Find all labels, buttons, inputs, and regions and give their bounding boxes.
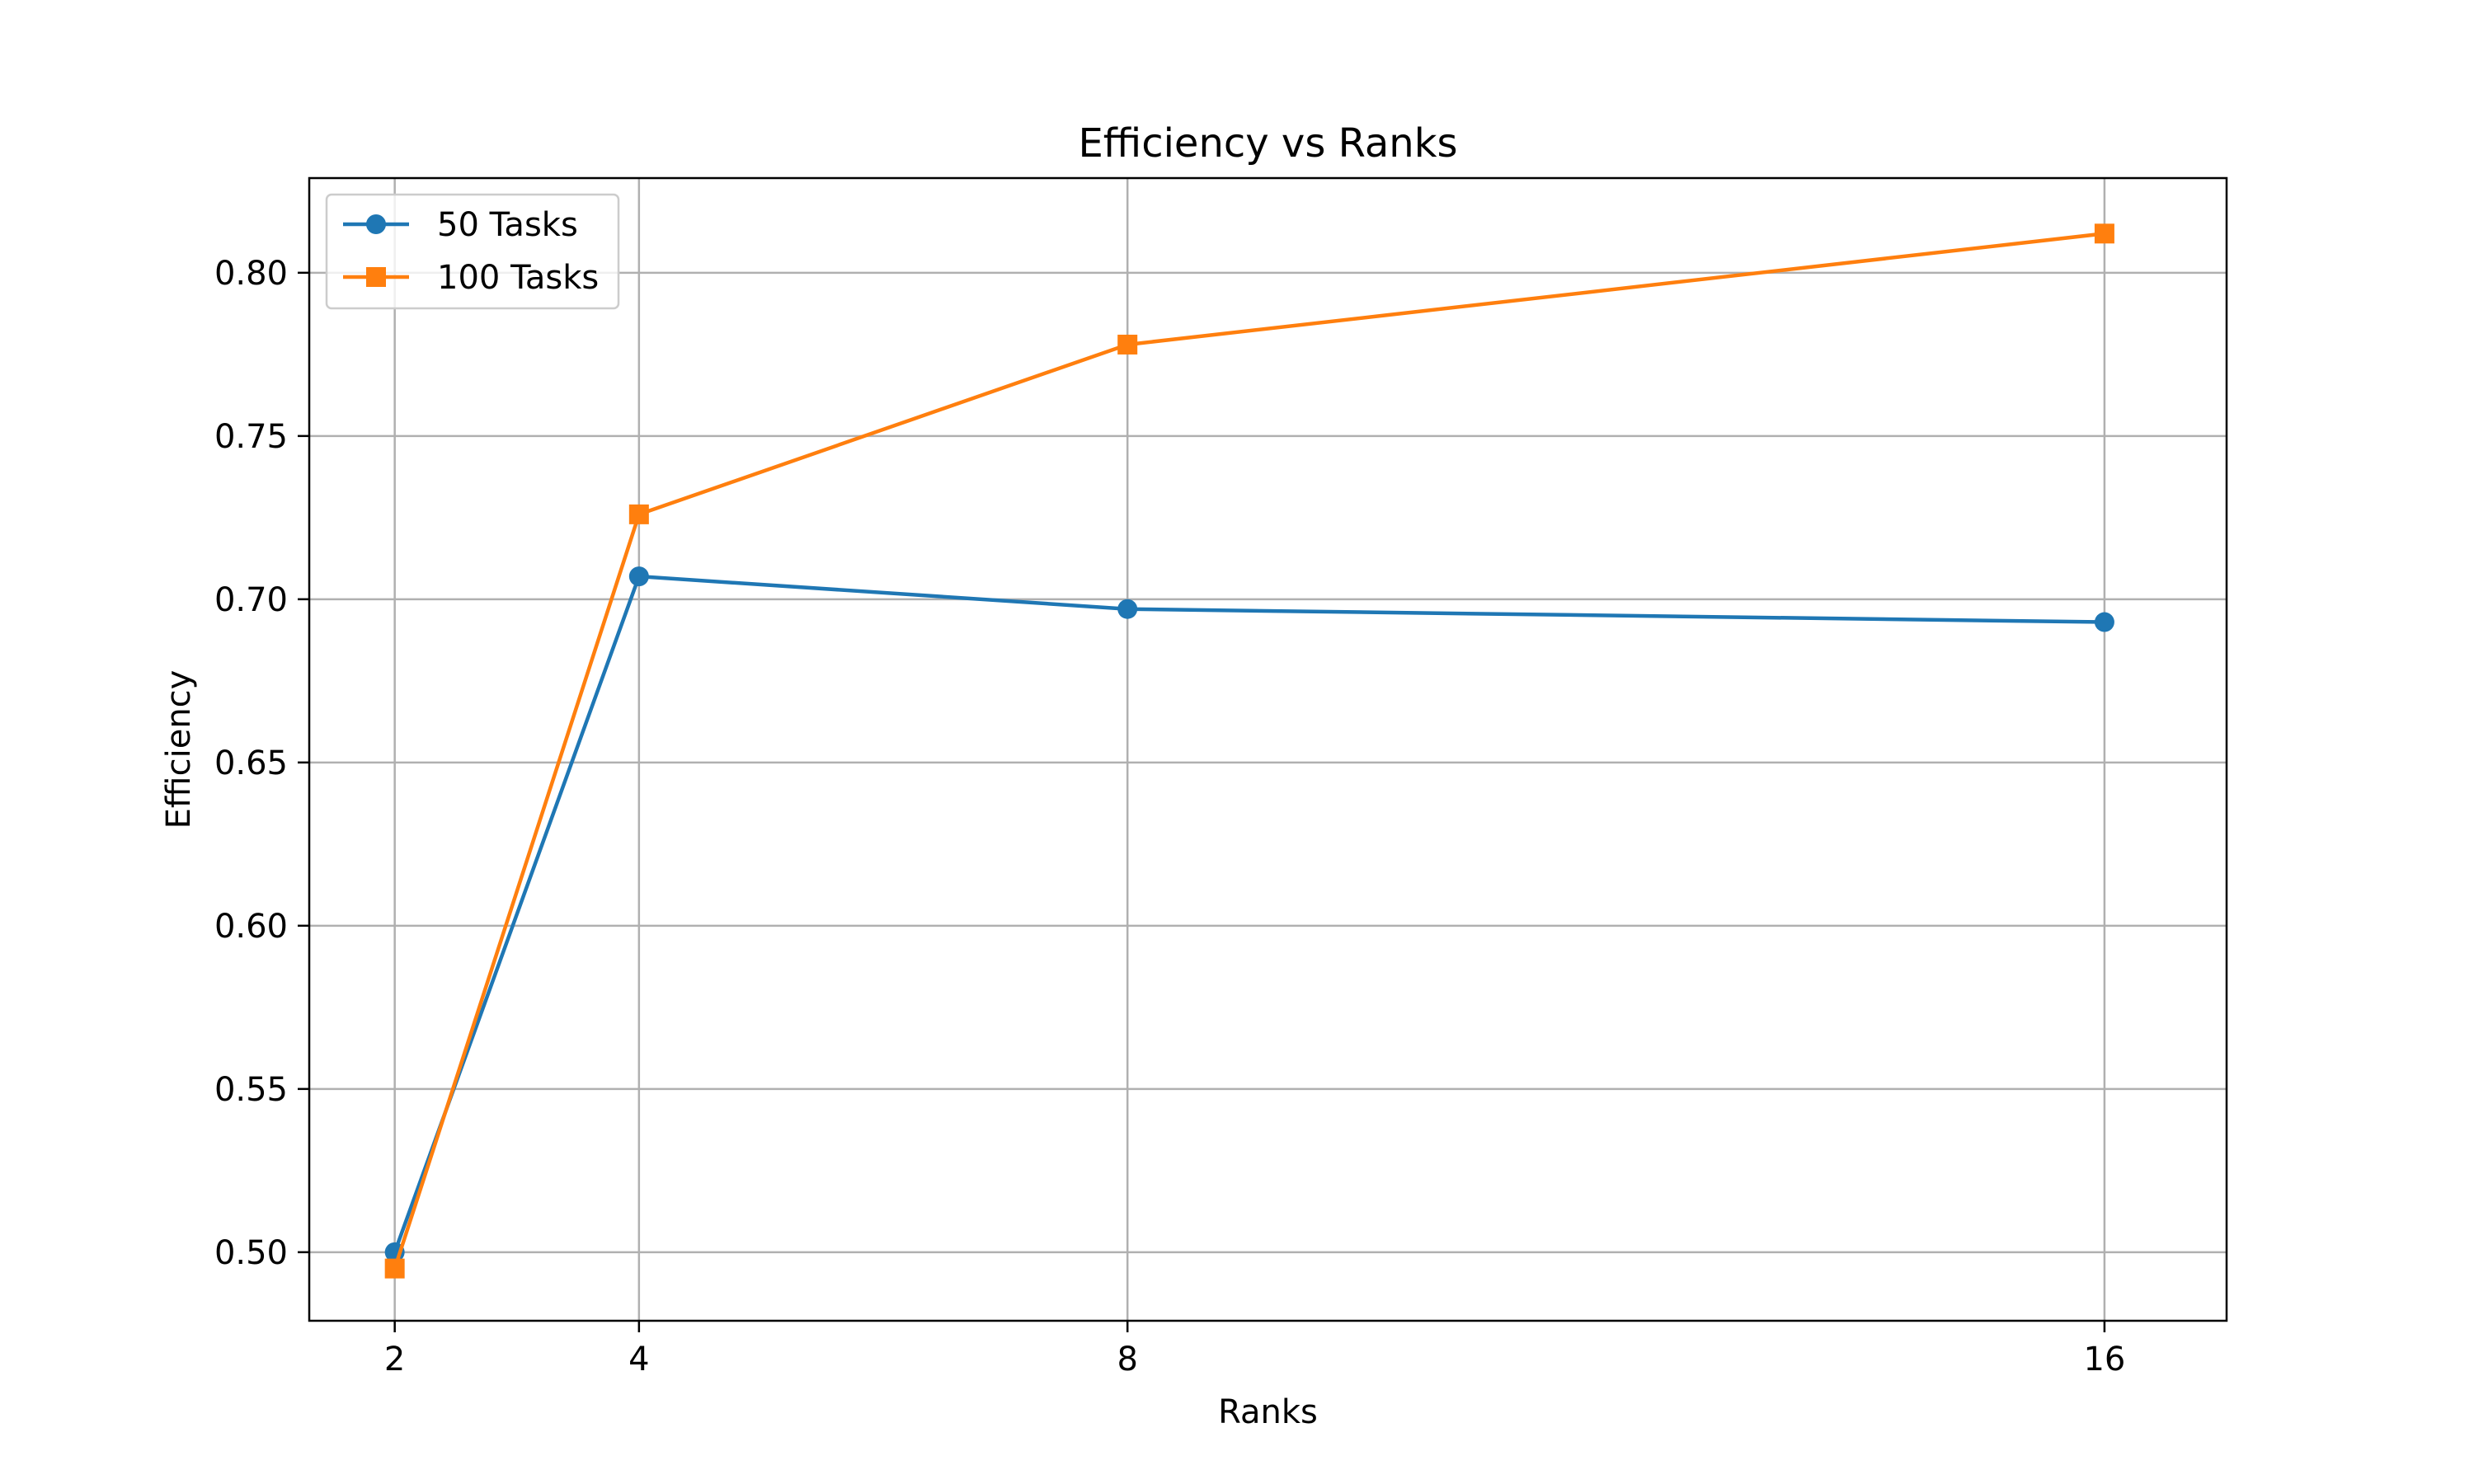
axis-ticks: 2 4 8 16 0.50 0.55 0.60 0.65 0.70 0.75 0.80 — [214, 255, 2125, 1378]
y-tick-label: 0.50 — [214, 1234, 288, 1272]
data-point-50-tasks — [628, 566, 649, 587]
legend-marker-100-tasks — [366, 267, 386, 287]
x-tick-label: 4 — [628, 1341, 649, 1378]
x-axis-label: Ranks — [1218, 1393, 1318, 1431]
y-tick-label: 0.70 — [214, 581, 288, 619]
legend-marker-50-tasks — [366, 214, 386, 234]
data-point-50-tasks — [2094, 612, 2114, 632]
y-tick-label: 0.55 — [214, 1071, 288, 1109]
x-tick-label: 2 — [384, 1341, 405, 1378]
y-tick-label: 0.60 — [214, 908, 288, 946]
y-tick-label: 0.80 — [214, 255, 288, 293]
chart-title: Efficiency vs Ranks — [1078, 120, 1457, 167]
plot-frame — [308, 176, 2228, 1322]
data-point-50-tasks — [1117, 599, 1138, 619]
series-line-50-tasks — [393, 574, 2105, 1253]
x-tick-label: 16 — [2083, 1341, 2125, 1378]
data-point-100-tasks — [384, 1258, 405, 1279]
series-100-tasks — [384, 223, 2114, 1279]
legend-label-100-tasks: 100 Tasks — [437, 259, 599, 297]
series-line-100-tasks — [393, 232, 2105, 1270]
series-layer — [384, 223, 2114, 1279]
data-point-100-tasks — [2094, 223, 2114, 244]
x-tick-label: 8 — [1117, 1341, 1137, 1378]
data-point-100-tasks — [628, 504, 649, 524]
y-axis-label: Efficiency — [160, 670, 198, 829]
legend-label-50-tasks: 50 Tasks — [437, 206, 578, 244]
y-tick-label: 0.65 — [214, 744, 288, 782]
legend: 50 Tasks 100 Tasks — [325, 193, 620, 310]
y-tick-label: 0.75 — [214, 418, 288, 456]
data-point-100-tasks — [1117, 334, 1138, 355]
